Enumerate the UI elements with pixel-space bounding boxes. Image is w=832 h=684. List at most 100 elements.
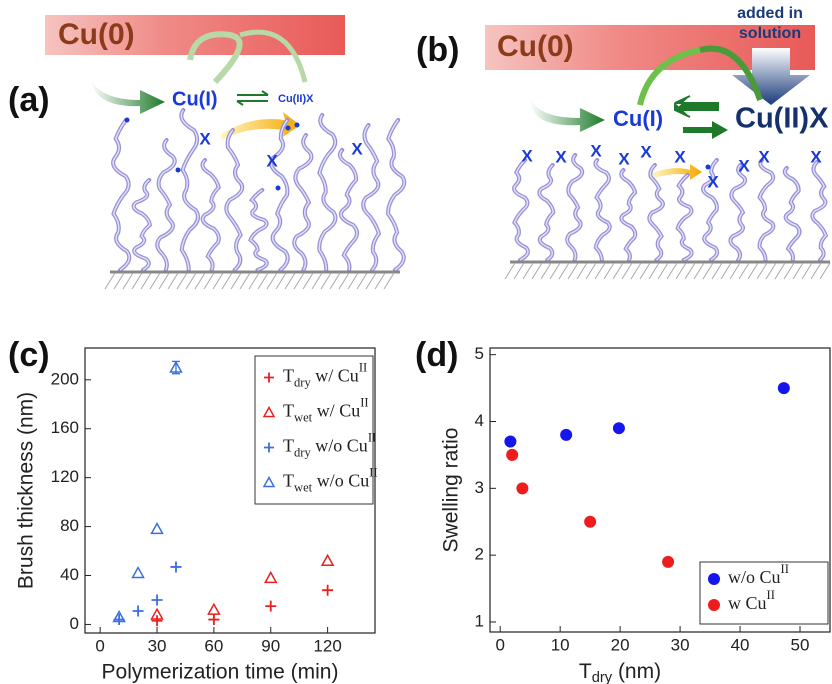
substrate-hatch [504,262,831,280]
panel-a: Cu(0) (a) Cu(I) Cu(II)X X X X [8,15,407,290]
hatch [365,272,377,290]
arrow [90,78,165,114]
x-label: X [351,139,363,158]
marker-triangle [131,566,145,579]
chart: 0 10 20 30 40 50 1 2 3 4 5 (d) Tdry (nm) Swelling rat… [415,336,831,684]
marker-plus [264,442,274,453]
marker-triangle [320,553,335,566]
chain-highlight [318,114,337,271]
x-label: X [758,147,770,166]
hatch [558,262,570,280]
hatch [648,262,660,280]
hatch [329,272,341,290]
rich-label: w CuII [728,588,775,613]
hatch [320,272,332,290]
equilibrium-arrow [674,95,719,118]
x-label: X [618,149,630,168]
label-part: T [579,660,592,683]
label-part: II [359,360,367,374]
rich-label: Tdry w/ CuII [283,360,367,389]
chain-highlight [676,174,693,261]
chain-highlight [648,164,664,261]
chain-highlight [538,164,555,261]
panel-label: (c) [8,336,50,374]
hatch [275,272,287,290]
chain-highlight [339,149,358,271]
chain-highlight [702,159,718,261]
hatch [338,272,350,290]
hatch [801,262,813,280]
chain-highlight [811,161,827,261]
marker-triangle [262,405,276,418]
substrate-hatch [104,272,395,290]
hatch [522,262,534,280]
panel-b: Cu(0) (b) added in solution Cu(I) Cu(II)… [416,5,831,280]
radical-dot [294,122,300,128]
chain-highlight [249,189,268,271]
hatch [230,272,242,290]
radical-dot [275,185,281,191]
label-part: II [369,465,377,479]
x-axis-title: Polymerization time (min) [102,661,339,684]
polymer-chains [111,108,407,272]
marker-plus [151,615,163,627]
panel-label: (a) [8,81,50,119]
hatch [257,272,269,290]
hatch [675,262,687,280]
x-tick-label: 0 [95,636,104,655]
chain [224,128,245,272]
marker-plus [208,614,220,626]
label-part: T [283,471,294,491]
radical-dot [705,164,711,170]
hatch [221,272,233,290]
label-part: w Cu [728,593,767,613]
cu2x-label: Cu(II)X [735,103,829,135]
hatch [693,262,705,280]
hatch [140,272,152,290]
x-tick-label: 50 [791,635,810,654]
rich-label: Tdry (nm) [579,660,661,684]
hatch [266,272,278,290]
label-part: wet [294,480,313,494]
arrow [220,112,300,140]
rich-label: Twet w/ CuII [283,395,369,424]
hatch [585,262,597,280]
added-label: added in [737,5,803,22]
hatch [630,262,642,280]
x-label: X [674,147,686,166]
cu2x-label: Cu(II)X [278,93,314,105]
y-tick-label: 80 [60,516,79,535]
hatch [792,262,804,280]
added-label: solution [739,25,801,42]
marker-circle [662,555,675,568]
y-tick-label: 40 [60,565,79,584]
rich-label: Tdry w/o CuII [283,430,376,459]
y-axis-title: Brush thickness (nm) [15,392,38,589]
label-part: II [360,395,368,409]
hatch [104,272,116,290]
hatch [810,262,822,280]
cu1-label: Cu(I) [172,88,218,110]
label-part: T [283,436,294,456]
x-label: X [707,172,719,191]
marker-circle [516,482,529,495]
label-part: T [283,366,294,386]
label-part: w/ Cu [312,401,360,421]
hatch [612,262,624,280]
y-tick-label: 1 [475,611,484,630]
charts: 0 30 60 90 12004080120160200(c)Polymerizatio… [8,336,831,684]
hatch [702,262,714,280]
chain-highlight [293,134,313,271]
x-label: X [266,151,278,170]
label-part: w/o Cu [728,567,781,587]
panel-label: (d) [415,336,458,374]
marker-plus [265,600,277,612]
x-label: X [640,142,652,161]
arrow [732,48,810,105]
hatch [567,262,579,280]
equilibrium-arrow [683,121,728,139]
hatch [594,262,606,280]
hatch [729,262,741,280]
hatch [774,262,786,280]
